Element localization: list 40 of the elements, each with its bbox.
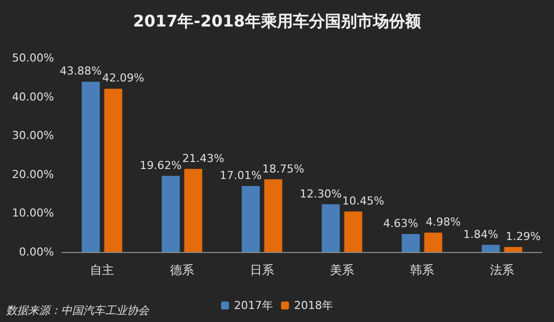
bar: [402, 234, 420, 252]
data-label: 1.84%: [463, 228, 498, 241]
bar: [504, 246, 522, 252]
data-label: 21.43%: [182, 152, 224, 165]
data-label: 1.29%: [506, 230, 541, 243]
x-tick-label: 自主: [90, 263, 114, 277]
bar: [344, 211, 362, 252]
legend-label: 2017年: [234, 299, 274, 312]
data-label: 17.01%: [220, 169, 262, 182]
x-tick-label: 法系: [490, 263, 514, 277]
bar: [162, 176, 180, 252]
y-tick-label: 50.00%: [12, 52, 54, 64]
y-tick-label: 10.00%: [12, 206, 54, 220]
bar: [264, 179, 282, 252]
y-tick-label: 30.00%: [12, 129, 54, 142]
y-tick-label: 0.00%: [19, 246, 54, 258]
data-label: 4.63%: [383, 217, 418, 230]
y-tick-label: 20.00%: [12, 168, 54, 181]
x-tick-label: 日系: [250, 263, 274, 277]
data-label: 12.30%: [300, 187, 342, 200]
x-tick-label: 美系: [330, 263, 354, 277]
x-tick-label: 德系: [170, 263, 194, 277]
bar: [184, 168, 202, 252]
x-tick-label: 韩系: [410, 263, 434, 277]
y-tick-label: 40.00%: [12, 90, 54, 104]
bar: [82, 82, 100, 252]
data-label: 10.45%: [342, 194, 384, 208]
data-label: 4.98%: [426, 216, 461, 229]
bar: [482, 244, 500, 252]
source-note: 数据来源：中国汽车工业协会: [6, 304, 150, 317]
chart-title: 2017年-2018年乘用车分国别市场份额: [133, 12, 422, 30]
data-label: 19.62%: [140, 158, 182, 172]
bar: [424, 232, 442, 252]
bar: [242, 186, 260, 252]
data-label: 18.75%: [262, 162, 304, 176]
bar: [104, 88, 122, 252]
data-label: 42.09%: [102, 72, 144, 85]
legend-label: 2018年: [294, 299, 333, 312]
data-label: 43.88%: [60, 64, 102, 78]
bar: [322, 204, 340, 252]
